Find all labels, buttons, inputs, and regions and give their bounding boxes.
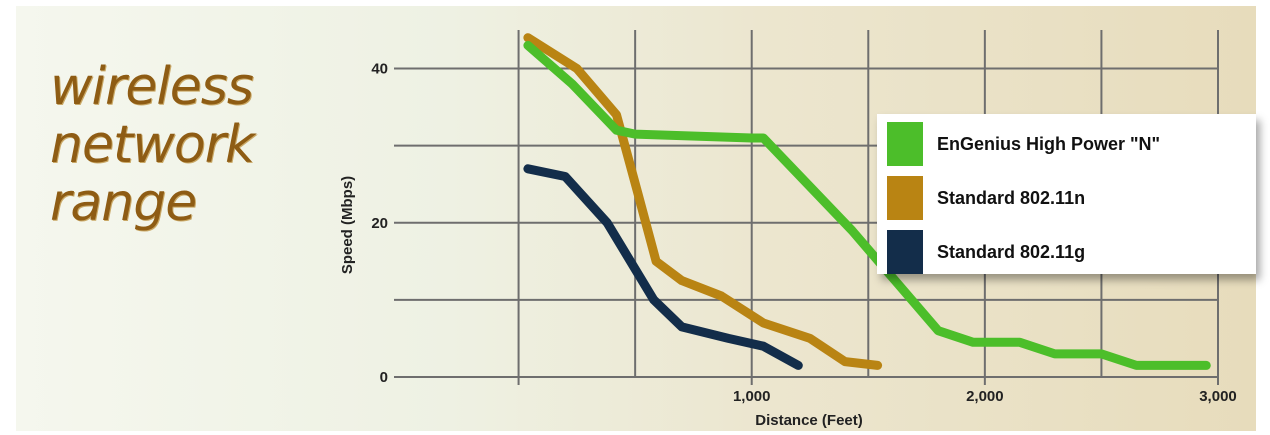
series-line-2 [523, 164, 803, 370]
x-tick-label: 2,000 [966, 388, 1004, 405]
x-tick-label: 1,000 [733, 388, 771, 405]
legend-label-standard-g: Standard 802.11g [937, 242, 1086, 262]
series-line-1 [523, 33, 883, 370]
legend-label-engenius: EnGenius High Power "N" [937, 134, 1161, 154]
x-tick-label: 3,000 [1199, 388, 1237, 405]
headline-line-1: wireless [50, 57, 254, 117]
legend-swatch-engenius [887, 122, 923, 166]
series-layer [523, 33, 1211, 370]
headline-line-3: range [50, 173, 197, 233]
headline-line-2: network [50, 115, 255, 175]
legend-swatch-standard-g [887, 230, 923, 274]
headline: wireless network range [50, 58, 290, 232]
tick-labels: 1,000 2,000 3,000 0 20 40 [371, 61, 1236, 405]
legend: EnGenius High Power "N" Standard 802.11n… [877, 114, 1256, 274]
legend-label-standard-n: Standard 802.11n [937, 188, 1086, 208]
legend-swatch-standard-n [887, 176, 923, 220]
y-tick-label: 40 [371, 61, 388, 78]
series-line-0 [523, 40, 1211, 370]
x-axis-title: Distance (Feet) [755, 412, 863, 429]
y-tick-label: 20 [371, 215, 388, 232]
y-axis-title: Speed (Mbps) [339, 176, 356, 274]
y-tick-label: 0 [380, 369, 388, 386]
